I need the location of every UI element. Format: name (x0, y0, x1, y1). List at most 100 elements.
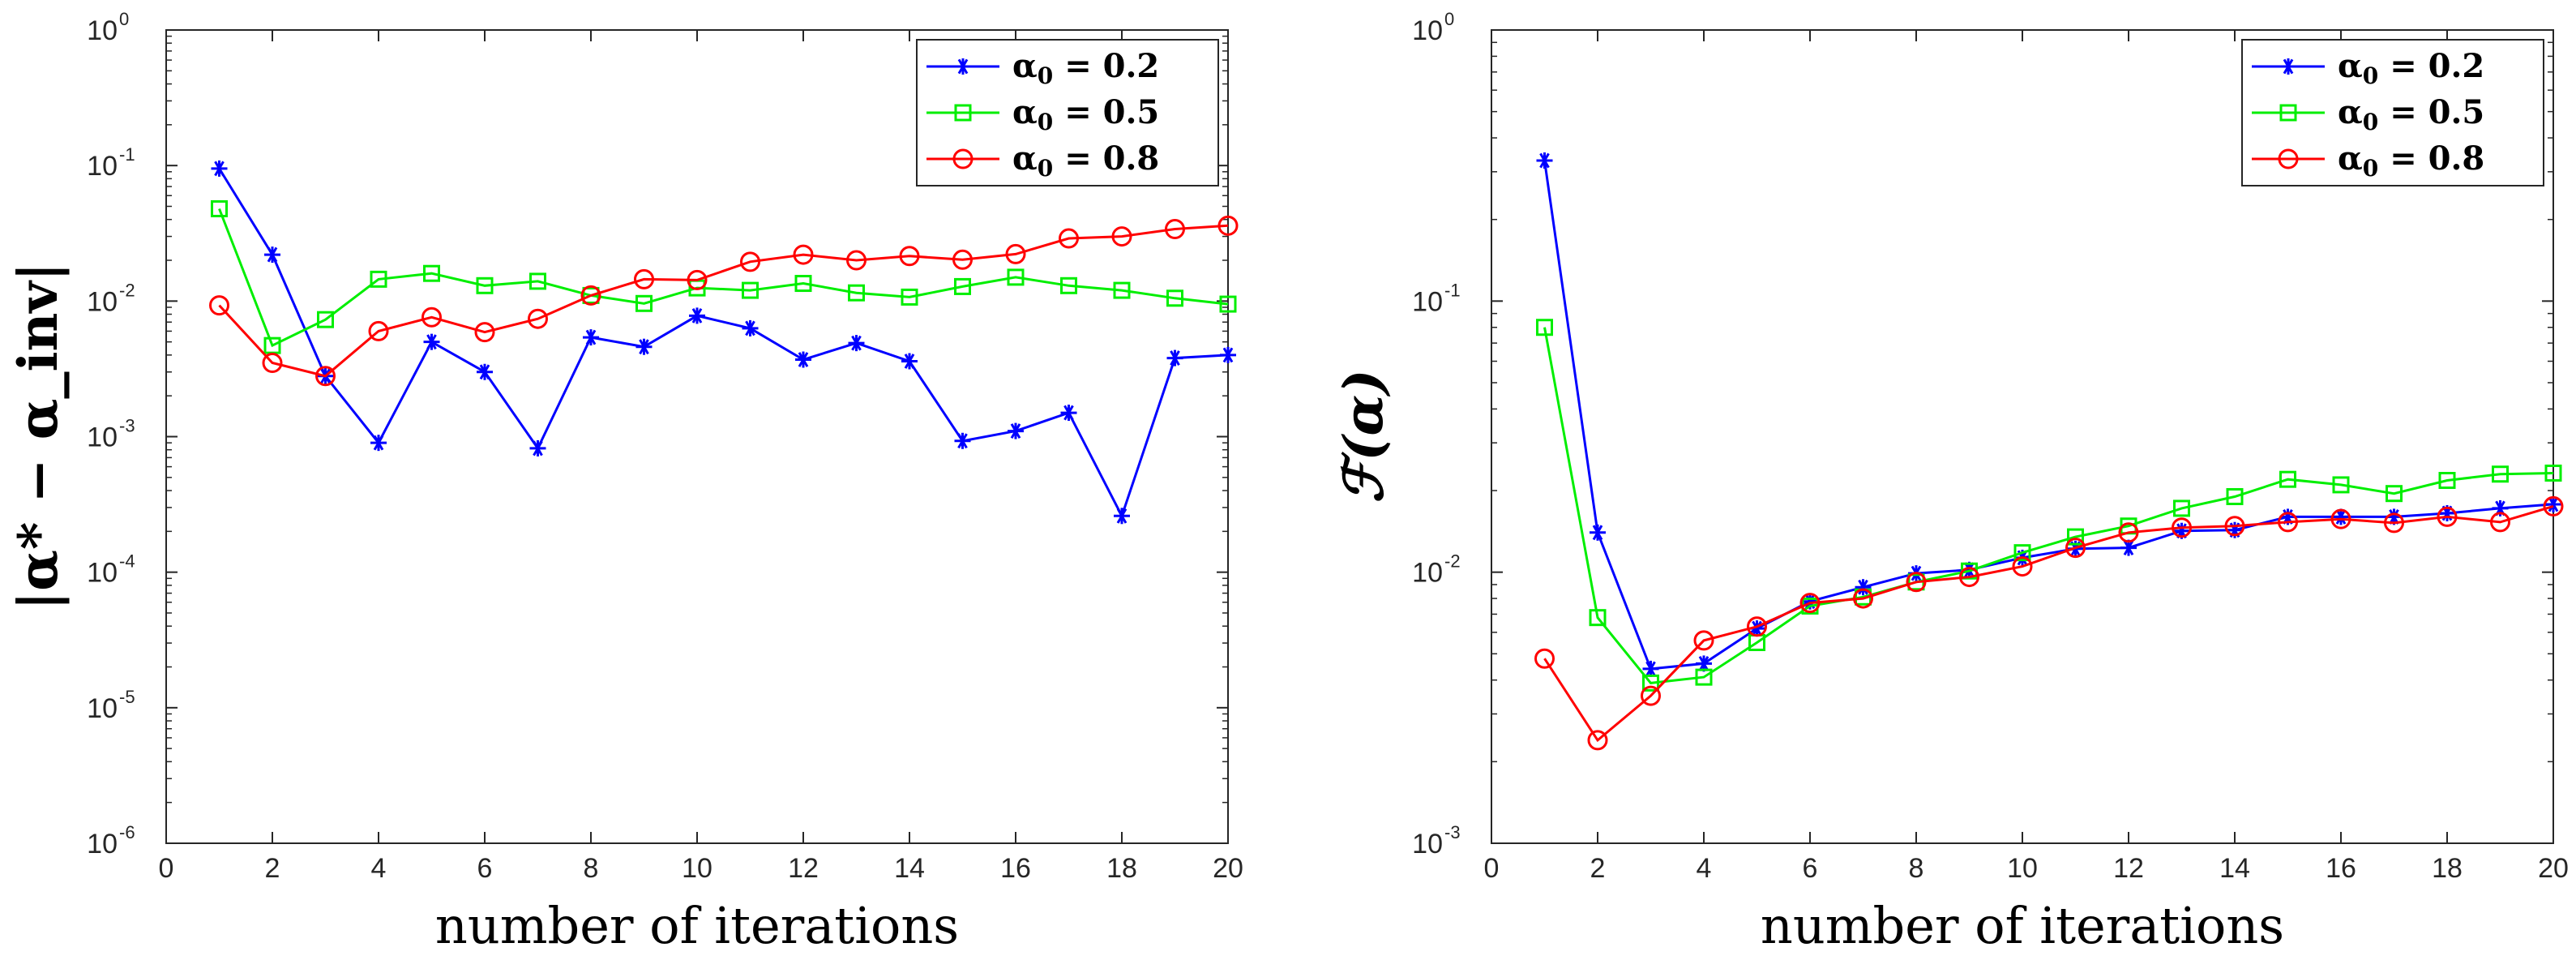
data-point (1113, 281, 1131, 299)
x-axis-title: number of iterations (435, 896, 959, 955)
legend-item: α0 = 0.8 (2252, 139, 2484, 182)
legend-label-subscript: 0 (2363, 155, 2378, 182)
data-point (1855, 579, 1872, 596)
data-point (529, 272, 546, 290)
data-point (2438, 472, 2456, 490)
data-point (211, 160, 228, 177)
data-point (368, 320, 389, 341)
data-point (954, 277, 971, 295)
data-point (634, 268, 654, 289)
data-point (370, 435, 387, 452)
data-point (2278, 512, 2298, 533)
x-tick-label: 0 (1484, 853, 1500, 884)
data-point (1906, 572, 1927, 593)
y-tick-label: 10 (87, 15, 118, 46)
data-point (1641, 685, 1661, 706)
x-tick-label: 16 (1000, 853, 1031, 884)
legend-marker (2278, 148, 2299, 169)
data-point (2013, 544, 2031, 562)
y-axis-title-group: ℱ(α) (1332, 369, 1395, 503)
data-point (687, 269, 708, 290)
x-tick-label: 10 (2007, 853, 2038, 884)
x-tick-label: 4 (371, 853, 387, 884)
data-point (1059, 228, 1079, 249)
data-point (740, 251, 760, 272)
data-point (1959, 567, 1979, 588)
data-point (1853, 588, 1873, 609)
data-point (1693, 630, 1714, 651)
series-line (1543, 160, 2554, 671)
data-point (2437, 506, 2458, 527)
x-tick-label: 8 (584, 853, 599, 884)
legend-item: α0 = 0.8 (926, 139, 1159, 182)
y-tick-label: 10 (87, 151, 118, 182)
y-tick-label: 10 (87, 829, 118, 859)
y-tick-exponent: 0 (119, 9, 129, 29)
data-point (689, 307, 705, 324)
data-point (2012, 556, 2033, 577)
data-point (474, 322, 495, 343)
data-point (2544, 464, 2562, 482)
data-point (1060, 405, 1077, 422)
data-point (2224, 516, 2245, 537)
data-point (2226, 487, 2244, 505)
data-point (1536, 319, 1553, 336)
y-axis-title: |α* − α_inv| (6, 262, 70, 611)
data-point (899, 246, 920, 267)
x-tick-label: 6 (477, 853, 493, 884)
y-tick-label: 10 (87, 693, 118, 724)
legend-label: α0 = 0.2 (1012, 47, 1159, 89)
legend-label-value: = 0.2 (1053, 47, 1159, 85)
data-point (209, 295, 229, 316)
data-point (2172, 517, 2192, 538)
legend: α0 = 0.2α0 = 0.5α0 = 0.8 (916, 39, 1219, 186)
legend-item: α0 = 0.5 (2252, 93, 2484, 135)
y-tick-label: 10 (1412, 829, 1443, 859)
legend-label-value: = 0.5 (1053, 93, 1159, 131)
y-tick-exponent: -6 (119, 822, 135, 842)
y-tick-label: 10 (1412, 286, 1443, 317)
data-point (2118, 522, 2139, 543)
data-point (1695, 668, 1713, 686)
data-point (1005, 243, 1026, 264)
legend-label-value: = 0.2 (2378, 47, 2484, 85)
x-tick-label: 18 (1106, 853, 1137, 884)
legend-label-symbol: α (2338, 47, 2363, 85)
data-point (1534, 648, 1555, 669)
legend-label-value: = 0.5 (2378, 93, 2484, 131)
x-tick-label: 20 (2538, 853, 2569, 884)
data-point (2330, 508, 2351, 529)
data-point (317, 311, 334, 328)
legend-marker (955, 58, 971, 75)
data-point (370, 270, 387, 288)
data-point (2386, 485, 2403, 503)
data-point (477, 363, 493, 380)
data-point (2490, 512, 2510, 533)
legend-marker (2279, 104, 2297, 122)
series-circle (209, 215, 1239, 387)
legend-label-symbol: α (2338, 93, 2363, 131)
data-point (2545, 495, 2561, 512)
data-point (2332, 476, 2350, 494)
x-tick-label: 18 (2432, 853, 2463, 884)
legend-label: α0 = 0.8 (1012, 139, 1159, 182)
y-tick-exponent: -3 (1444, 822, 1461, 842)
data-point (1587, 730, 1608, 751)
legend-item: α0 = 0.5 (926, 93, 1159, 135)
series-line (218, 208, 1229, 348)
x-tick-label: 8 (1909, 853, 1924, 884)
data-point (793, 244, 814, 265)
legend-label-symbol: α (2338, 139, 2363, 178)
data-point (1219, 295, 1237, 313)
data-point (476, 276, 494, 294)
y-tick-exponent: 0 (1444, 9, 1454, 29)
data-point (1589, 609, 1607, 627)
data-point (846, 250, 867, 271)
x-tick-label: 14 (2219, 853, 2250, 884)
data-point (1060, 276, 1077, 294)
data-point (901, 288, 918, 306)
data-point (583, 329, 599, 346)
legend-label-symbol: α (1012, 139, 1038, 178)
